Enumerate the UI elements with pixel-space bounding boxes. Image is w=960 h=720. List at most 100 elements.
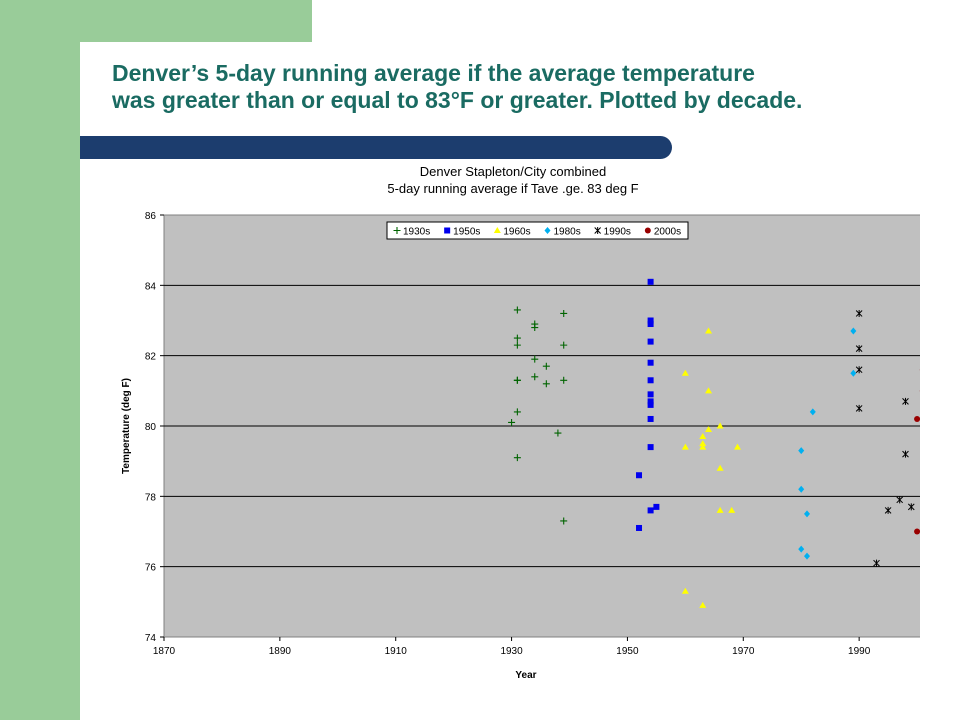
data-point [647,398,654,405]
data-point [716,422,724,429]
data-point [716,506,724,513]
data-point [914,528,921,535]
series-1990s [855,309,915,567]
data-point [902,397,909,405]
data-point [884,506,892,514]
data-point [855,309,863,317]
chart-legend: 1930s 1950s 1960s 1980s 1990s 2000s [386,221,689,240]
data-point [513,376,521,384]
data-point [560,517,568,525]
data-point [728,506,736,513]
data-point [705,327,713,334]
title-underline-bar [80,136,672,159]
data-point [855,366,863,374]
series-1930s [508,306,568,525]
data-point [798,447,805,455]
chart-container: Denver Stapleton/City combined 5-day run… [80,160,960,700]
data-point [681,443,689,450]
legend-box [386,221,689,240]
x-tick-label: 1990 [848,646,871,657]
legend-marker [444,227,451,234]
data-point [716,464,724,471]
data-point [733,443,741,450]
x-tick-label: 1970 [732,646,755,657]
data-point [850,369,857,377]
y-tick-label: 74 [145,633,157,644]
data-point [647,338,654,345]
x-tick-label: 1870 [153,646,176,657]
legend-marker [644,227,651,234]
data-point [699,440,707,447]
data-point [705,387,713,394]
y-tick-label: 82 [145,352,157,363]
y-tick-label: 86 [145,211,157,222]
slide-green-top-band [80,0,312,42]
data-point [647,415,654,422]
data-point [513,341,521,349]
data-point [914,415,921,422]
slide-title-line-2: was greater than or equal to 83°F or gre… [112,87,803,113]
chart-subtitle: 5-day running average if Tave .ge. 83 de… [387,181,638,196]
gridlines [164,284,960,568]
data-point [542,380,550,388]
data-point [873,559,880,567]
x-axis-ticks: 18701890191019301950197019902010 [153,637,871,657]
data-point [647,507,654,514]
x-axis-label: Year [515,670,536,681]
data-point [902,450,909,458]
data-point [542,362,550,370]
data-point [647,317,654,324]
data-point [560,376,568,384]
data-point [896,496,904,504]
data-point [647,391,654,398]
legend-label: 1950s [453,227,480,238]
legend-marker [493,227,501,233]
legend-marker [594,227,601,234]
data-point [513,454,521,462]
x-tick-label: 1930 [500,646,523,657]
data-point [647,321,654,328]
y-tick-label: 84 [145,281,157,292]
data-point [699,601,707,608]
data-point [636,524,643,531]
y-axis-ticks: 74 76 78 80 82 84 86 [145,211,164,644]
data-point [647,377,654,384]
data-point [531,355,539,363]
x-tick-label: 1910 [385,646,408,657]
data-point [699,433,707,440]
slide-title: Denver’s 5-day running average if the av… [112,60,932,114]
data-point [531,324,539,332]
data-point [907,503,915,511]
slide-title-line-1: Denver’s 5-day running average if the av… [112,60,755,86]
x-tick-label: 1950 [616,646,639,657]
data-point [809,408,816,416]
data-point [681,369,689,376]
data-point [647,359,654,366]
data-point [647,401,654,408]
data-point [850,327,857,335]
y-tick-label: 76 [145,563,157,574]
data-point [508,418,516,426]
legend-label: 1990s [604,227,631,238]
scatter-chart: Denver Stapleton/City combined 5-day run… [121,164,960,681]
legend-marker [393,227,401,234]
data-point [513,334,521,342]
x-tick-label: 1890 [269,646,292,657]
y-tick-label: 78 [145,492,157,503]
data-point [681,587,689,594]
data-point [653,503,660,510]
legend-label: 1980s [554,227,581,238]
data-point [855,404,863,412]
y-tick-label: 80 [145,422,157,433]
chart-title: Denver Stapleton/City combined [420,164,606,179]
data-point [513,408,521,416]
data-point [855,345,863,353]
data-point [560,341,568,349]
legend-label: 1930s [403,227,430,238]
legend-label: 2000s [654,227,681,238]
data-point [699,443,707,450]
data-point [798,485,805,493]
y-axis-label: Temperature (deg F) [121,378,132,474]
legend-label: 1960s [503,227,530,238]
legend-marker [544,227,551,234]
